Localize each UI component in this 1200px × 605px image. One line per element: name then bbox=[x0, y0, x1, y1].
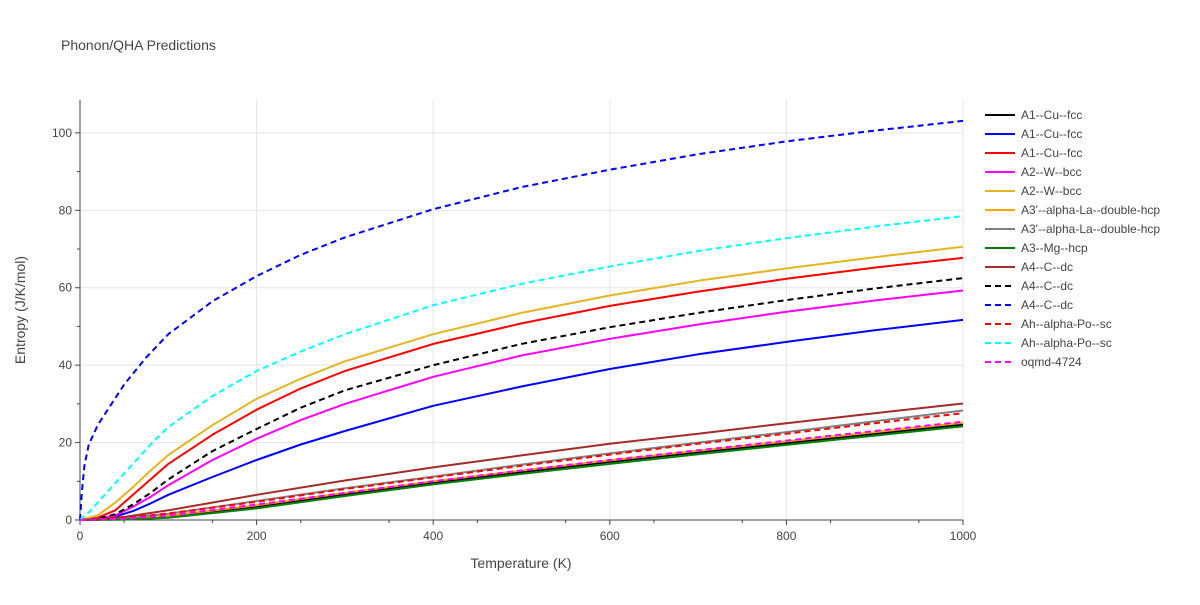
x-tick-label: 600 bbox=[600, 529, 620, 543]
axes-layer: 0 200 400 600 800 1000 0 20 40 60 80 100 bbox=[52, 100, 977, 543]
legend-item-5[interactable]: A2--W--bcc bbox=[985, 184, 1081, 198]
legend-item-1[interactable]: A1--Cu--fcc bbox=[985, 108, 1082, 122]
y-tick-label: 100 bbox=[52, 126, 72, 140]
chart-title: Phonon/QHA Predictions bbox=[61, 37, 216, 53]
series-layer[interactable] bbox=[79, 119, 964, 521]
x-tick-label: 0 bbox=[77, 529, 84, 543]
legend-item-6[interactable]: A3'--alpha-La--double-hcp bbox=[985, 203, 1160, 217]
series-line-5[interactable] bbox=[79, 245, 964, 521]
y-tick-label: 80 bbox=[59, 203, 73, 217]
legend-label: A1--Cu--fcc bbox=[1021, 146, 1082, 160]
y-tick-label: 60 bbox=[59, 281, 73, 295]
legend-item-14[interactable]: oqmd-4724 bbox=[985, 355, 1082, 369]
legend-label: oqmd-4724 bbox=[1021, 355, 1082, 369]
y-axis-title: Entropy (J/K/mol) bbox=[12, 256, 28, 364]
legend-label: A2--W--bcc bbox=[1021, 165, 1081, 179]
y-tick-label: 0 bbox=[65, 513, 72, 527]
legend-label: A4--C--dc bbox=[1021, 260, 1073, 274]
grid-layer bbox=[80, 100, 964, 520]
legend-item-11[interactable]: A4--C--dc bbox=[985, 298, 1073, 312]
legend-item-7[interactable]: A3'--alpha-La--double-hcp bbox=[985, 222, 1160, 236]
series-line-9[interactable] bbox=[79, 402, 964, 521]
legend-label: A3--Mg--hcp bbox=[1021, 241, 1088, 255]
legend-label: A3'--alpha-La--double-hcp bbox=[1021, 222, 1160, 236]
series-line-1[interactable] bbox=[79, 423, 964, 521]
x-tick-label: 800 bbox=[776, 529, 796, 543]
legend-label: A1--Cu--fcc bbox=[1021, 127, 1082, 141]
legend-item-12[interactable]: Ah--alpha-Po--sc bbox=[985, 317, 1112, 331]
legend-label: A3'--alpha-La--double-hcp bbox=[1021, 203, 1160, 217]
series-line-8[interactable] bbox=[79, 425, 964, 521]
series-line-4[interactable] bbox=[79, 289, 964, 521]
legend-label: Ah--alpha-Po--sc bbox=[1021, 317, 1112, 331]
x-tick-label: 1000 bbox=[950, 529, 977, 543]
x-axis-title: Temperature (K) bbox=[470, 555, 571, 571]
series-line-10[interactable] bbox=[79, 277, 964, 521]
x-tick-label: 200 bbox=[247, 529, 267, 543]
legend-label: A2--W--bcc bbox=[1021, 184, 1081, 198]
legend-item-2[interactable]: A1--Cu--fcc bbox=[985, 127, 1082, 141]
legend-label: Ah--alpha-Po--sc bbox=[1021, 336, 1112, 350]
y-tick-label: 20 bbox=[59, 436, 73, 450]
legend-label: A1--Cu--fcc bbox=[1021, 108, 1082, 122]
legend-label: A4--C--dc bbox=[1021, 279, 1073, 293]
series-line-3[interactable] bbox=[79, 256, 964, 521]
legend-item-10[interactable]: A4--C--dc bbox=[985, 279, 1073, 293]
series-line-12[interactable] bbox=[79, 412, 964, 521]
series-line-14[interactable] bbox=[79, 420, 964, 521]
x-tick-label: 400 bbox=[423, 529, 443, 543]
legend-item-8[interactable]: A3--Mg--hcp bbox=[985, 241, 1088, 255]
series-line-11[interactable] bbox=[79, 119, 964, 521]
legend[interactable]: A1--Cu--fcc A1--Cu--fcc A1--Cu--fcc A2--W--… bbox=[985, 108, 1160, 369]
legend-item-4[interactable]: A2--W--bcc bbox=[985, 165, 1081, 179]
y-tick-label: 40 bbox=[59, 358, 73, 372]
series-line-2[interactable] bbox=[79, 318, 964, 521]
legend-item-9[interactable]: A4--C--dc bbox=[985, 260, 1073, 274]
legend-item-13[interactable]: Ah--alpha-Po--sc bbox=[985, 336, 1112, 350]
legend-label: A4--C--dc bbox=[1021, 298, 1073, 312]
legend-item-3[interactable]: A1--Cu--fcc bbox=[985, 146, 1082, 160]
